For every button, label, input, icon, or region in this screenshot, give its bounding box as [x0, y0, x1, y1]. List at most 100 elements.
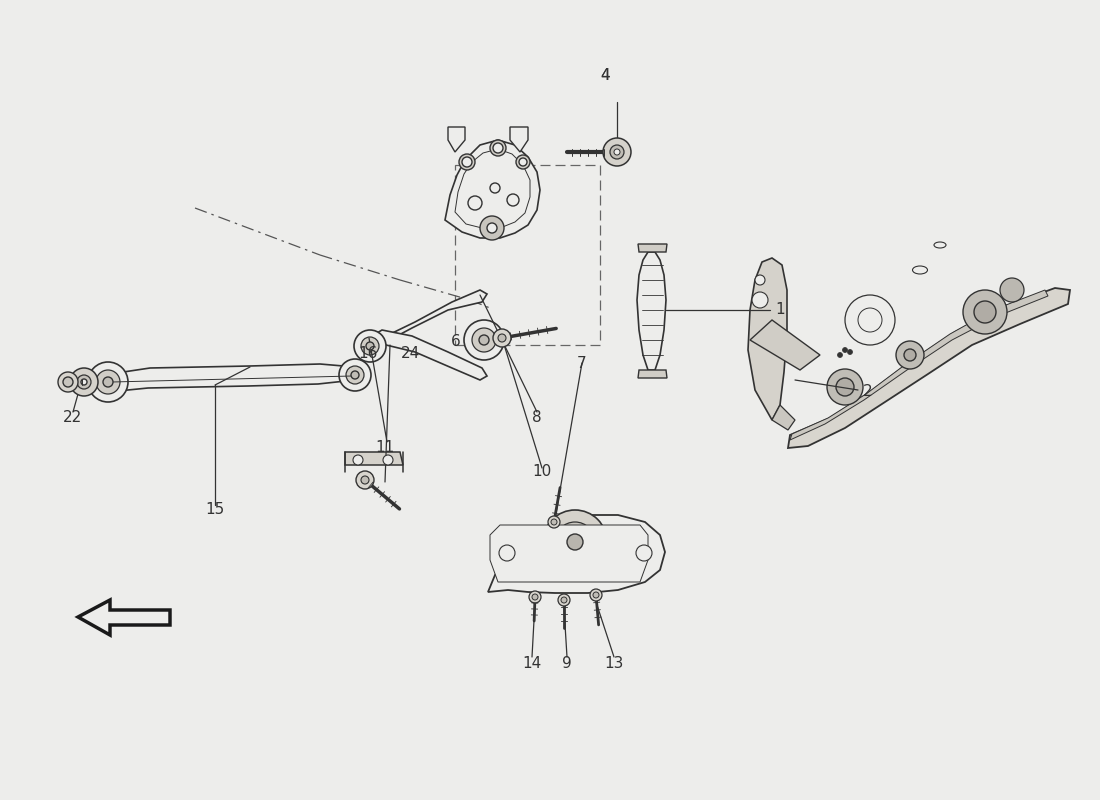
- Circle shape: [361, 476, 368, 484]
- Ellipse shape: [934, 242, 946, 248]
- Polygon shape: [638, 244, 667, 252]
- Circle shape: [464, 320, 504, 360]
- Circle shape: [499, 545, 515, 561]
- Circle shape: [558, 594, 570, 606]
- Circle shape: [962, 290, 1006, 334]
- Circle shape: [566, 534, 583, 550]
- Circle shape: [561, 597, 566, 603]
- Polygon shape: [750, 320, 820, 370]
- Polygon shape: [637, 252, 666, 370]
- Circle shape: [88, 362, 128, 402]
- Circle shape: [472, 328, 496, 352]
- Circle shape: [339, 359, 371, 391]
- Text: 6: 6: [451, 334, 461, 350]
- Circle shape: [543, 510, 607, 574]
- Polygon shape: [490, 525, 648, 582]
- Polygon shape: [510, 127, 528, 152]
- Ellipse shape: [913, 266, 927, 274]
- Polygon shape: [790, 290, 1048, 440]
- Circle shape: [548, 516, 560, 528]
- Circle shape: [755, 275, 764, 285]
- Text: 4: 4: [601, 67, 609, 82]
- Circle shape: [493, 143, 503, 153]
- Circle shape: [529, 591, 541, 603]
- Polygon shape: [788, 288, 1070, 448]
- Circle shape: [356, 471, 374, 489]
- Circle shape: [590, 589, 602, 601]
- Circle shape: [836, 378, 854, 396]
- Text: 13: 13: [604, 655, 624, 670]
- Text: 22: 22: [64, 410, 82, 425]
- Circle shape: [827, 369, 864, 405]
- Circle shape: [896, 341, 924, 369]
- Circle shape: [366, 342, 374, 350]
- Circle shape: [843, 347, 847, 353]
- Circle shape: [516, 155, 530, 169]
- Circle shape: [904, 349, 916, 361]
- Circle shape: [480, 216, 504, 240]
- Circle shape: [70, 368, 98, 396]
- Circle shape: [490, 140, 506, 156]
- Polygon shape: [448, 127, 465, 152]
- Circle shape: [1000, 278, 1024, 302]
- Circle shape: [353, 455, 363, 465]
- Polygon shape: [370, 330, 487, 380]
- Circle shape: [383, 455, 393, 465]
- Polygon shape: [345, 452, 403, 465]
- Circle shape: [556, 522, 595, 562]
- Polygon shape: [446, 140, 540, 238]
- Text: 10: 10: [532, 465, 551, 479]
- Circle shape: [974, 301, 996, 323]
- Circle shape: [487, 223, 497, 233]
- Circle shape: [845, 295, 895, 345]
- Circle shape: [468, 196, 482, 210]
- Circle shape: [96, 370, 120, 394]
- Circle shape: [346, 366, 364, 384]
- Text: 8: 8: [532, 410, 542, 426]
- Circle shape: [490, 183, 500, 193]
- Circle shape: [459, 154, 475, 170]
- Circle shape: [361, 337, 379, 355]
- Circle shape: [493, 329, 512, 347]
- Polygon shape: [748, 258, 786, 420]
- Circle shape: [77, 375, 91, 389]
- Text: 24: 24: [400, 346, 419, 361]
- Text: 1: 1: [776, 302, 784, 318]
- Circle shape: [354, 330, 386, 362]
- Circle shape: [58, 372, 78, 392]
- Circle shape: [81, 379, 87, 385]
- Polygon shape: [772, 405, 795, 430]
- Circle shape: [351, 371, 359, 379]
- Circle shape: [507, 194, 519, 206]
- Circle shape: [551, 519, 557, 525]
- Text: 15: 15: [206, 502, 224, 518]
- Circle shape: [858, 308, 882, 332]
- Text: 11: 11: [375, 439, 395, 454]
- Text: 14: 14: [522, 655, 541, 670]
- Polygon shape: [455, 149, 530, 228]
- Polygon shape: [78, 600, 170, 635]
- Circle shape: [603, 138, 631, 166]
- Circle shape: [63, 377, 73, 387]
- Text: 16: 16: [359, 346, 377, 361]
- Circle shape: [532, 594, 538, 600]
- Circle shape: [847, 350, 852, 354]
- Circle shape: [593, 592, 600, 598]
- Polygon shape: [95, 364, 365, 392]
- Polygon shape: [370, 290, 487, 350]
- Text: 9: 9: [562, 655, 572, 670]
- Circle shape: [478, 335, 490, 345]
- Polygon shape: [638, 370, 667, 378]
- Circle shape: [752, 292, 768, 308]
- Circle shape: [837, 353, 843, 358]
- Circle shape: [614, 149, 620, 155]
- Bar: [455, 165, 600, 345]
- Circle shape: [636, 545, 652, 561]
- Circle shape: [103, 377, 113, 387]
- Circle shape: [519, 158, 527, 166]
- Text: 4: 4: [601, 67, 609, 82]
- Polygon shape: [488, 515, 666, 593]
- Circle shape: [610, 145, 624, 159]
- Text: 2: 2: [864, 385, 872, 399]
- Text: 7: 7: [578, 355, 586, 370]
